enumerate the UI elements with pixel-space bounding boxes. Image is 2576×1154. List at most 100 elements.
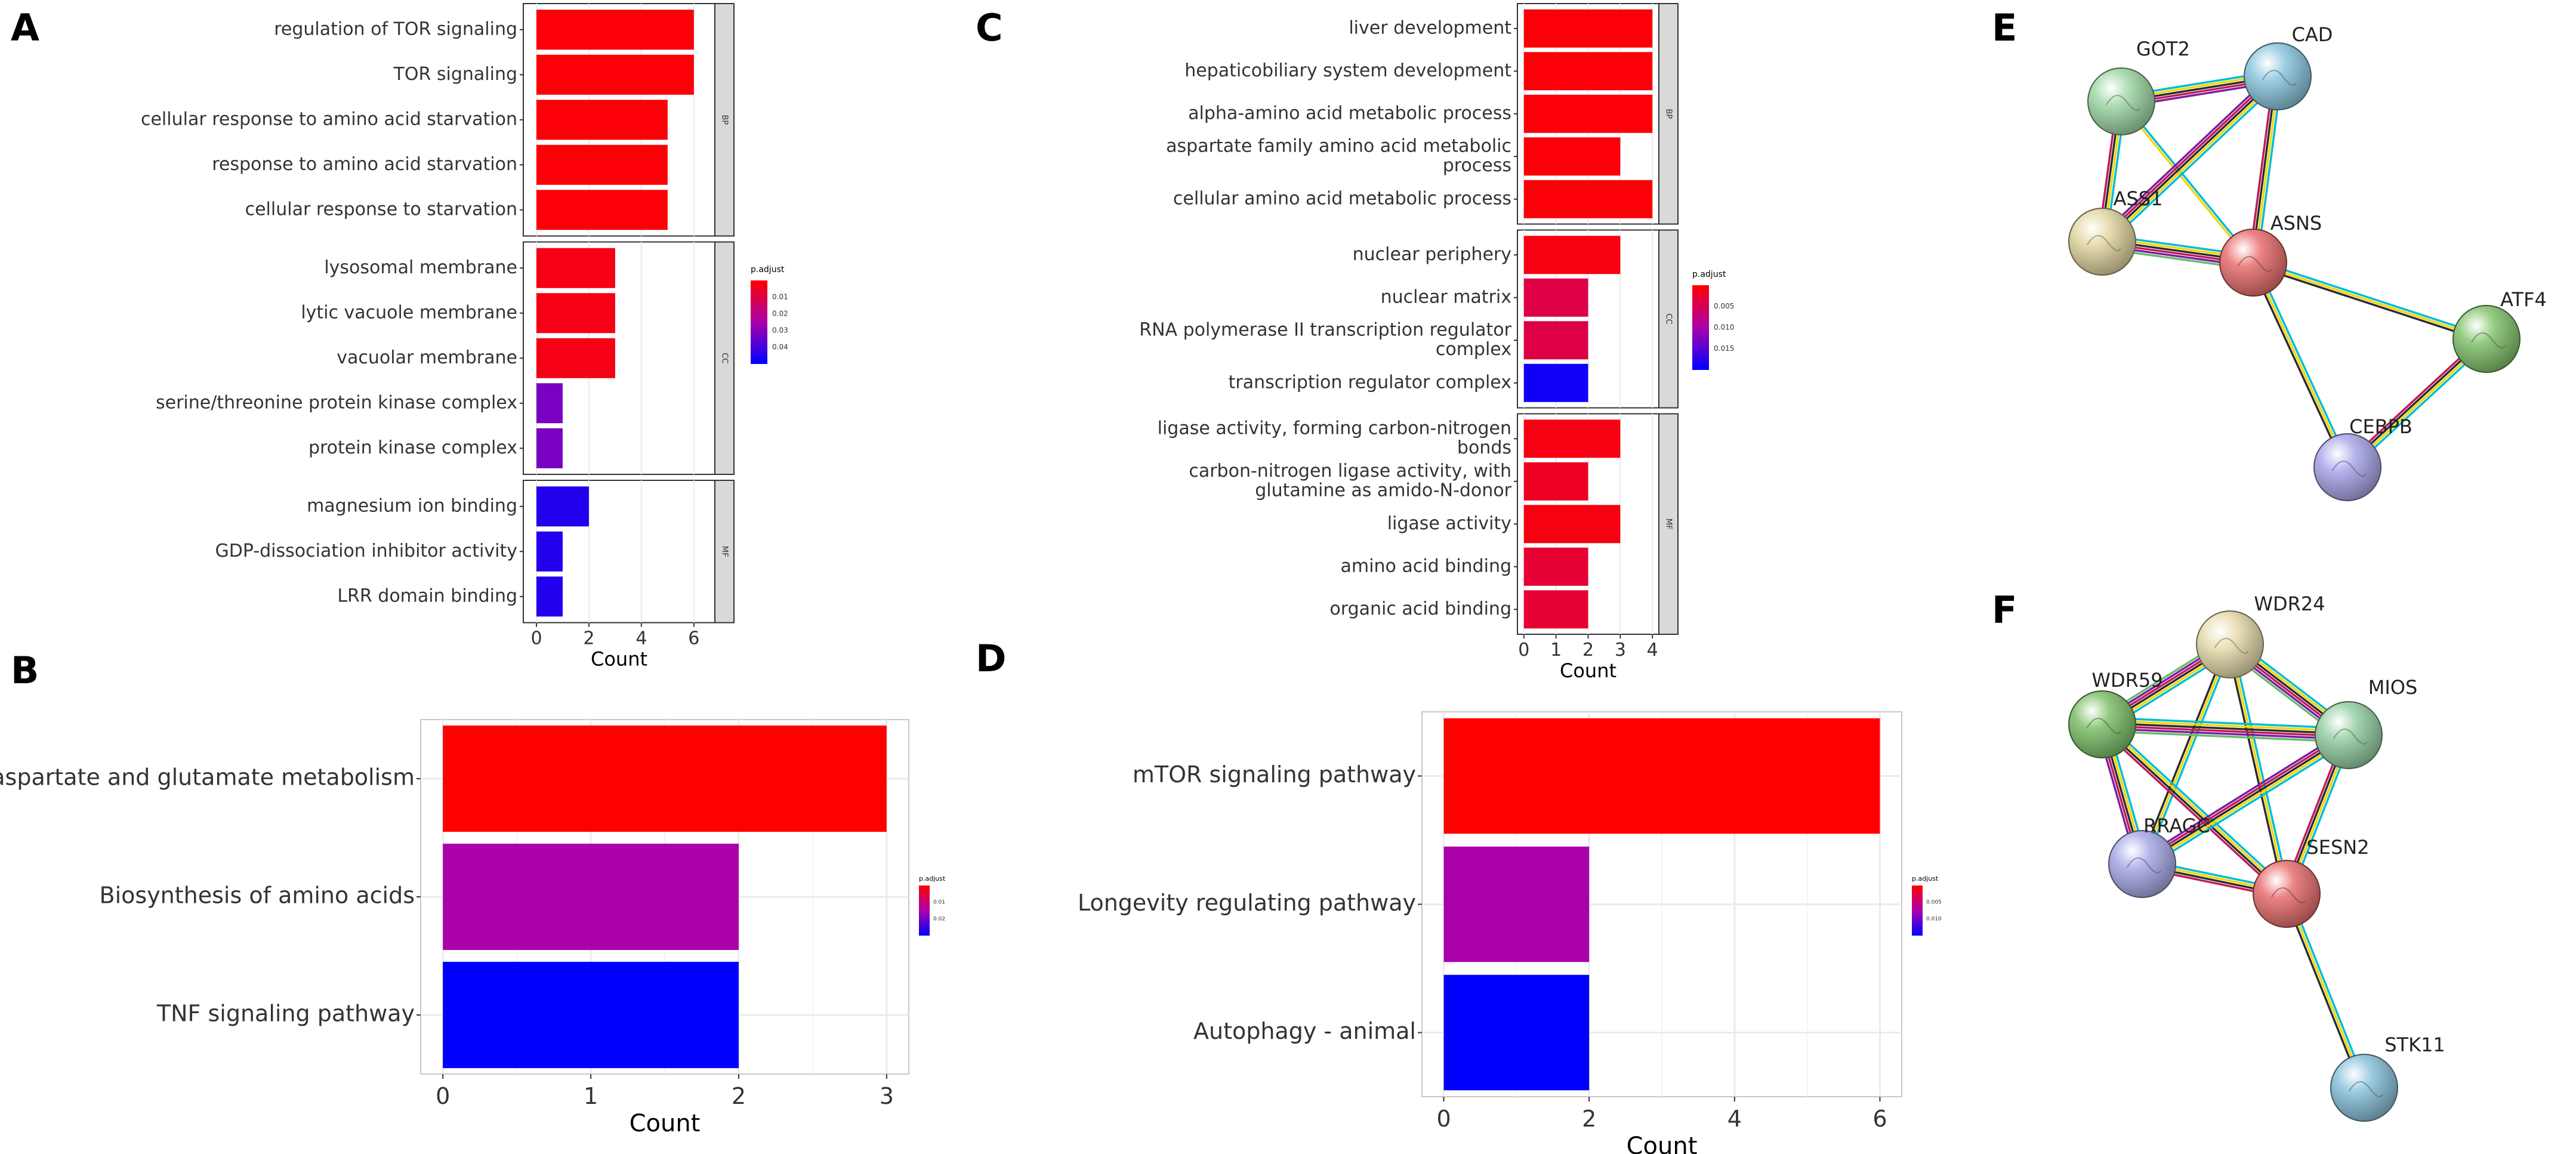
category-label: alpha-amino acid metabolic process — [1188, 103, 1511, 124]
legend-colorbar — [751, 280, 767, 364]
tick-label-line: process — [1443, 155, 1511, 176]
interaction-edge — [2139, 729, 2347, 860]
interaction-edge — [2254, 261, 2351, 467]
protein-label-cebpb: CEBPB — [2349, 415, 2413, 438]
legend-tick-label: 0.04 — [772, 343, 788, 351]
interaction-edge — [2121, 100, 2256, 263]
bar — [1523, 321, 1588, 360]
facet-strip-label: CC — [720, 353, 729, 363]
facet-strip-label: MF — [720, 546, 729, 557]
legend-title: p.adjust — [1912, 875, 1939, 883]
x-tick-label: 2 — [583, 628, 594, 649]
bar — [536, 428, 563, 468]
category-label: ligase activity, forming carbon-nitrogen… — [1158, 418, 1511, 458]
interaction-edge — [2285, 893, 2365, 1088]
bar — [536, 486, 589, 527]
interaction-edge — [2253, 259, 2488, 338]
x-axis-title: Count — [1560, 659, 1616, 682]
category-label: Autophagy - animal — [1193, 1018, 1416, 1044]
bar — [1523, 462, 1588, 501]
panel-label-f: F — [1992, 588, 2017, 632]
interaction-edge — [2252, 262, 2349, 468]
interaction-edge — [2252, 264, 2486, 343]
interaction-edge — [2102, 719, 2349, 733]
bar — [536, 144, 668, 185]
protein-node-rragc — [2108, 830, 2176, 898]
protein-node-mios — [2315, 701, 2383, 769]
protein-structure-glyph — [2331, 461, 2367, 477]
category-label: lytic vacuole membrane — [301, 302, 517, 323]
category-label: vacuolar membrane — [337, 347, 517, 368]
category-label: Alanine, aspartate and glutamate metabol… — [0, 764, 415, 791]
bar — [1443, 846, 1590, 962]
bar — [1523, 547, 1588, 586]
bar — [1523, 9, 1653, 48]
interaction-edge — [2140, 732, 2348, 863]
category-label: response to amino acid starvation — [212, 154, 517, 175]
facet-strip-label: MF — [1664, 519, 1673, 530]
category-label: LRR domain binding — [337, 585, 517, 606]
protein-structure-glyph — [2105, 95, 2140, 111]
legend-title: p.adjust — [1692, 270, 1726, 279]
interaction-edge — [2144, 739, 2352, 870]
facet-strip — [1658, 3, 1679, 225]
category-label: serine/threonine protein kinase complex — [156, 392, 517, 413]
category-label: GDP-dissociation inhibitor activity — [215, 541, 517, 561]
legend-tick-label: 0.005 — [1714, 302, 1734, 310]
category-label: magnesium ion binding — [307, 495, 517, 516]
x-tick-label: 0 — [1518, 640, 1529, 661]
x-tick-label: 3 — [880, 1083, 894, 1109]
interaction-edge — [2119, 101, 2253, 264]
category-label: hepaticobiliary system development — [1184, 60, 1511, 81]
category-label: nuclear periphery — [1353, 244, 1511, 265]
legend-tick-label: 0.010 — [1714, 323, 1734, 332]
legend-tick-label: 0.03 — [772, 326, 788, 335]
bar — [536, 248, 615, 288]
panel-label-b: B — [11, 649, 39, 692]
x-tick-label: 3 — [1615, 640, 1626, 661]
bar — [1443, 718, 1880, 834]
category-label: TNF signaling pathway — [156, 1001, 415, 1027]
panel-label-d: D — [976, 637, 1006, 680]
bar — [536, 100, 668, 140]
x-axis-title: Count — [1627, 1133, 1698, 1154]
tick-label-line: glutamine as amido-N-donor — [1255, 480, 1511, 501]
category-label: TOR signaling — [393, 64, 517, 85]
interaction-edge — [2253, 261, 2487, 340]
x-tick-label: 1 — [1550, 640, 1562, 661]
interaction-edge — [2099, 726, 2285, 898]
protein-structure-glyph — [2348, 1081, 2383, 1097]
protein-structure-glyph — [2270, 887, 2306, 903]
x-tick-label: 2 — [732, 1083, 746, 1109]
protein-structure-glyph — [2470, 332, 2506, 348]
category-label: transcription regulator complex — [1229, 372, 1511, 393]
x-tick-label: 2 — [1582, 640, 1594, 661]
legend-title: p.adjust — [751, 265, 785, 274]
tick-label-line: aspartate family amino acid metabolic — [1166, 136, 1511, 157]
facet-strip — [1658, 229, 1679, 409]
interaction-edge — [2100, 724, 2287, 896]
interaction-edge — [2139, 643, 2229, 863]
interaction-edge — [2226, 644, 2285, 895]
category-label: ligase activity — [1387, 513, 1511, 534]
x-tick-label: 0 — [436, 1083, 450, 1109]
legend-tick-label: 0.02 — [933, 917, 945, 922]
x-tick-label: 0 — [1436, 1106, 1451, 1132]
x-axis-title: Count — [591, 648, 647, 671]
interaction-edge — [2102, 730, 2349, 743]
category-label: amino acid binding — [1341, 556, 1511, 576]
protein-label-stk11: STK11 — [2384, 1033, 2445, 1056]
protein-label-atf4: ATF4 — [2500, 288, 2547, 311]
tick-label-line: carbon-nitrogen ligase activity, with — [1189, 461, 1511, 482]
interaction-edge — [2103, 78, 2281, 245]
protein-label-asns: ASNS — [2270, 212, 2322, 234]
panel-e-protein-network: GOT2 CAD ASS1 ASNS ATF4 CEBPB — [2068, 23, 2547, 501]
interaction-edge — [2102, 717, 2349, 730]
protein-node-atf4 — [2452, 305, 2521, 373]
interaction-edge — [2097, 72, 2275, 239]
legend-colorbar — [1692, 285, 1709, 370]
bar — [443, 843, 739, 951]
interaction-edge — [2231, 643, 2291, 894]
protein-structure-glyph — [2126, 857, 2161, 874]
facet-strip-label: BP — [1664, 109, 1673, 119]
